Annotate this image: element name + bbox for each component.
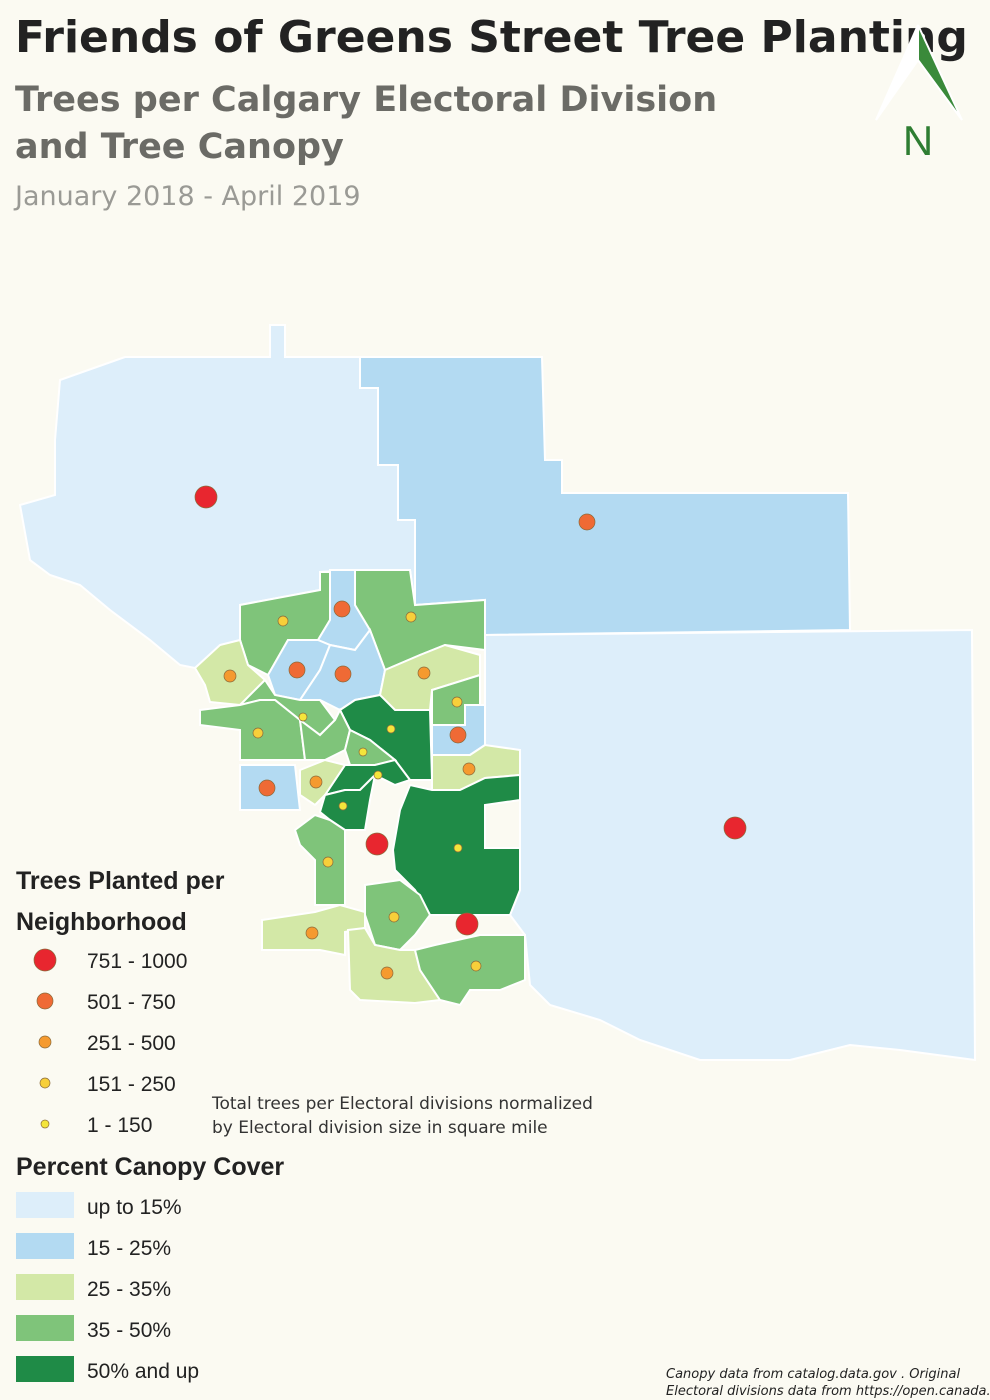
dot	[358, 747, 368, 757]
legend-item: up to 15%	[87, 1196, 182, 1219]
dot	[223, 669, 237, 683]
legend-item: 25 - 35%	[87, 1278, 171, 1301]
dot	[455, 912, 479, 936]
dot	[277, 615, 289, 627]
subtitle: Trees per Calgary Electoral Division	[15, 80, 717, 120]
dot	[309, 775, 323, 789]
dot	[386, 724, 396, 734]
dot	[405, 611, 417, 623]
legend-swatch	[16, 1274, 74, 1300]
north-arrow: N	[875, 24, 963, 164]
dot	[453, 843, 463, 853]
dot	[365, 832, 389, 856]
legend-item: 15 - 25%	[87, 1237, 171, 1260]
dot	[451, 696, 463, 708]
dot	[322, 856, 334, 868]
subtitle: and Tree Canopy	[15, 127, 344, 167]
dot	[194, 485, 218, 509]
credit: Electoral divisions data from https://op…	[666, 1384, 990, 1399]
dot	[305, 926, 319, 940]
legend-item: 501 - 750	[87, 991, 176, 1014]
region	[318, 771, 377, 831]
dot	[288, 661, 306, 679]
dot	[252, 727, 264, 739]
note: Total trees per Electoral divisions norm…	[211, 1094, 593, 1114]
legend-swatch	[16, 1233, 74, 1259]
dot	[462, 762, 476, 776]
dot	[334, 665, 352, 683]
dot	[338, 801, 348, 811]
credit: Canopy data from catalog.data.gov . Orig…	[666, 1367, 960, 1382]
legend-dot	[39, 1077, 51, 1089]
dot	[333, 600, 351, 618]
note: by Electoral division size in square mil…	[212, 1118, 548, 1138]
legend-item: 1 - 150	[87, 1114, 152, 1137]
map-regions	[18, 324, 977, 1062]
legend-item: 751 - 1000	[87, 950, 187, 973]
legend-item: 35 - 50%	[87, 1319, 171, 1342]
legend-title: Neighborhood	[16, 908, 187, 936]
legend-dot	[40, 1119, 50, 1129]
dot	[298, 712, 308, 722]
dot	[578, 513, 596, 531]
dot	[417, 666, 431, 680]
region	[484, 628, 977, 1062]
legend-title: Trees Planted per	[16, 867, 225, 895]
region	[293, 813, 346, 906]
legend-title: Percent Canopy Cover	[16, 1153, 284, 1181]
legend-swatch	[16, 1192, 74, 1218]
date-range: January 2018 - April 2019	[13, 181, 361, 212]
title: Friends of Greens Street Tree Planting	[15, 12, 968, 63]
dot	[723, 816, 747, 840]
dot	[258, 779, 276, 797]
region	[413, 934, 526, 1007]
dot	[380, 966, 394, 980]
dot	[388, 911, 400, 923]
legend-dot	[33, 948, 57, 972]
dot	[449, 726, 467, 744]
north-label: N	[903, 117, 933, 164]
tree-dots	[194, 485, 747, 980]
legend-dot	[38, 1035, 52, 1049]
region	[359, 356, 852, 637]
legend-swatch	[16, 1315, 74, 1341]
legend-dot	[36, 992, 54, 1010]
legend-item: 251 - 500	[87, 1032, 176, 1055]
legend-swatch	[16, 1356, 74, 1382]
dot	[470, 960, 482, 972]
legend-item: 50% and up	[87, 1360, 199, 1383]
legend-item: 151 - 250	[87, 1073, 176, 1096]
dot	[373, 770, 383, 780]
